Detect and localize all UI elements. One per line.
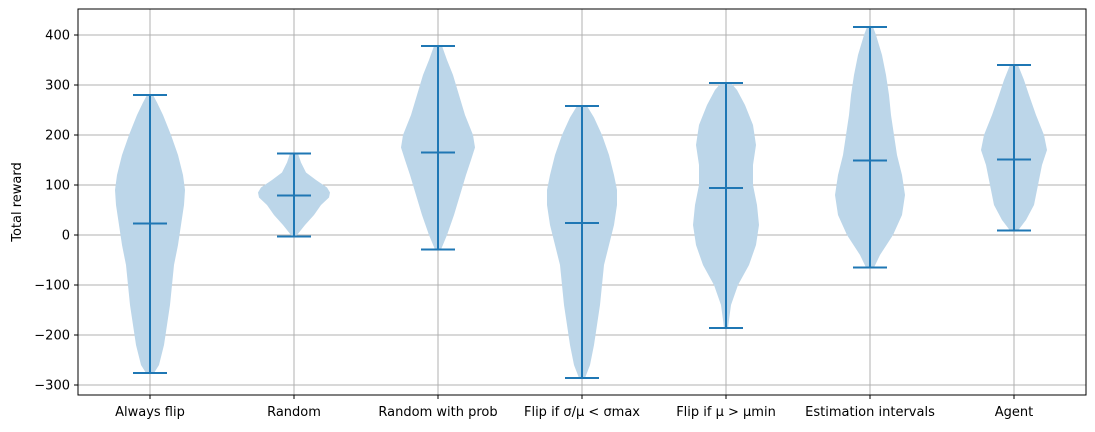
x-tick-label: Estimation intervals [805, 405, 935, 420]
y-axis-label: Total reward [10, 162, 25, 243]
y-tick-label: 300 [45, 79, 70, 94]
x-tick-label: Agent [995, 405, 1033, 420]
y-tick-label: 400 [45, 29, 70, 44]
axis-ticks: −300 −200 −100 0 100 200 300 400 Always flip Rand… [34, 29, 1033, 421]
y-tick-label: −100 [34, 279, 70, 294]
x-tick-label: Flip if σ/μ < σmax [524, 405, 640, 420]
x-tick-label: Random with prob [378, 405, 497, 420]
y-tick-label: −300 [34, 379, 70, 394]
violins [115, 26, 1047, 379]
y-tick-label: −200 [34, 329, 70, 344]
x-tick-label: Always flip [115, 405, 185, 420]
y-tick-label: 0 [62, 229, 70, 244]
x-tick-label: Random [267, 405, 321, 420]
y-tick-label: 200 [45, 129, 70, 144]
x-tick-label: Flip if μ > μmin [676, 405, 776, 420]
y-tick-label: 100 [45, 179, 70, 194]
